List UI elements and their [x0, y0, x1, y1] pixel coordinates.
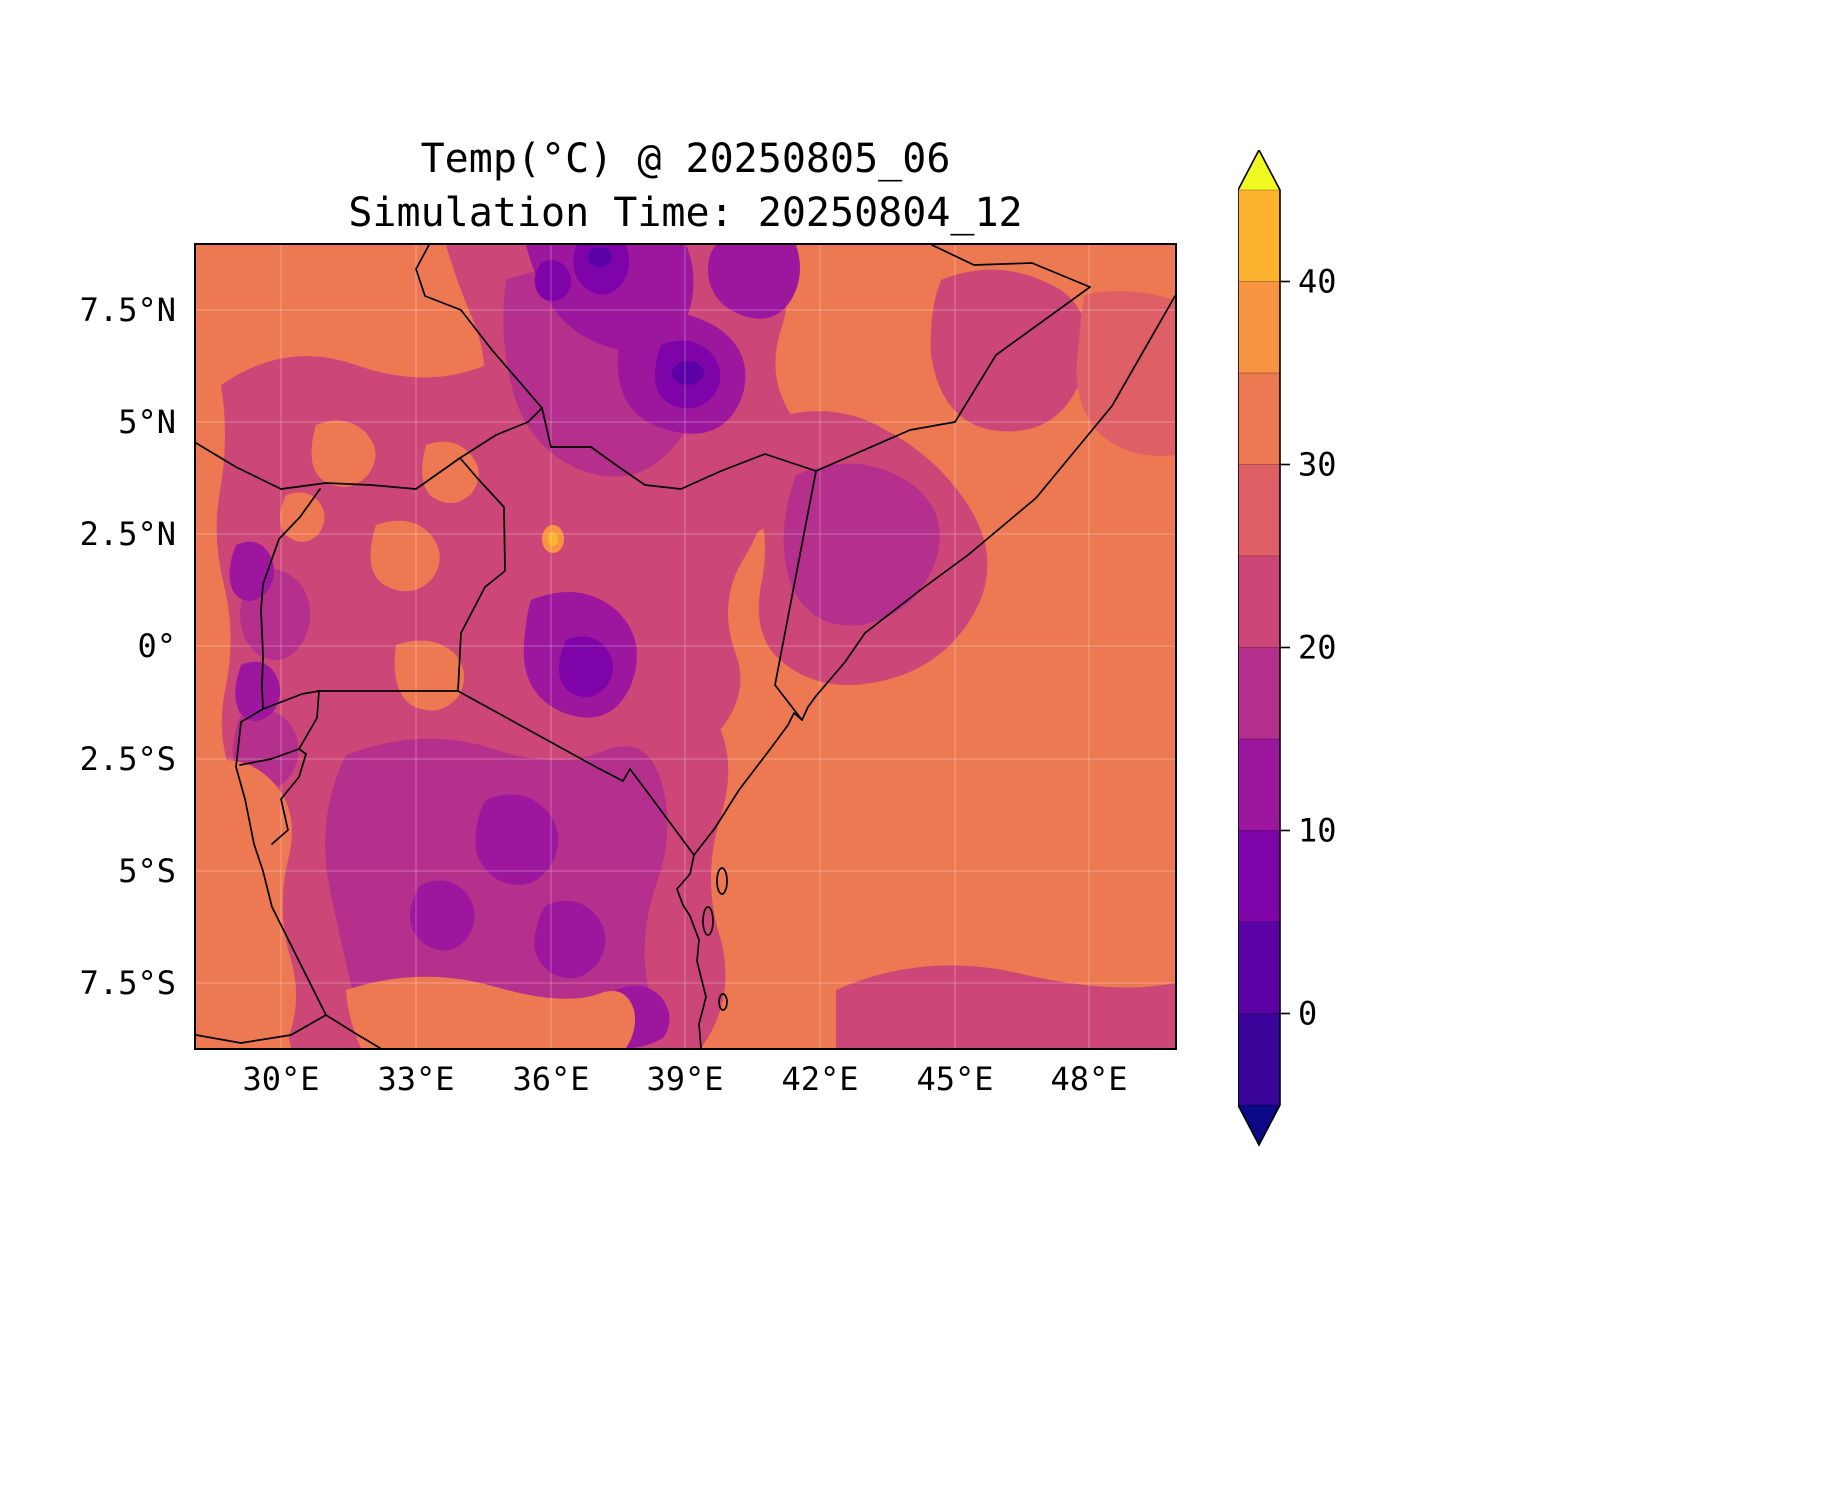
temp-field-salmon-hole2: [370, 520, 440, 592]
colorbar-seg-m5-0: [1238, 1013, 1280, 1105]
x-tick-label: 36°E: [512, 1060, 590, 1098]
temp-field-pinkred-ocean-ne: [1076, 291, 1175, 456]
colorbar-seg-0-5: [1238, 922, 1280, 1014]
zanzibar-island: [702, 906, 714, 936]
x-tick-label: 30°E: [242, 1060, 320, 1098]
colorbar-ticks: [1280, 280, 1290, 1015]
y-tick-label: 5°S: [118, 852, 176, 890]
temp-field-salmon-hole4: [422, 441, 479, 504]
temp-field-salmon-hole3: [280, 492, 325, 542]
colorbar-tick-label: 40: [1298, 263, 1337, 301]
temp-field-deepviolet2: [588, 247, 612, 267]
temp-field-salmon-bottom-left: [196, 760, 297, 1048]
y-tick-label: 2.5°S: [79, 740, 176, 778]
temp-field-violet-mt-kenya: [558, 636, 613, 698]
border-rwanda-north: [262, 690, 320, 710]
x-tick-label: 33°E: [377, 1060, 455, 1098]
y-tick-label: 2.5°N: [79, 515, 176, 553]
graticule-gridlines: [196, 245, 1175, 1048]
colorbar-seg-10-15: [1238, 739, 1280, 831]
temp-field-salmon-left-strip: [196, 365, 221, 765]
x-tick-label: 39°E: [646, 1060, 724, 1098]
temp-field-violet-top2: [534, 260, 572, 302]
temp-field-purple-tz3: [410, 880, 475, 951]
border-rwanda-burundi-east: [271, 690, 320, 845]
colorbar-under-arrow: [1238, 1105, 1280, 1145]
colorbar-outline: [1238, 150, 1281, 1147]
temperature-map-svg: [196, 245, 1175, 1048]
colorbar-seg-35-40: [1238, 281, 1280, 373]
temp-field-pink-ocean-sw: [836, 965, 1175, 1048]
colorbar-seg-40-45: [1238, 190, 1280, 282]
colorbar-tick-label: 0: [1298, 995, 1317, 1033]
border-kenya-somalia: [774, 470, 817, 721]
temp-field-deepviolet1: [672, 361, 704, 385]
colorbar-tick-label: 10: [1298, 812, 1337, 850]
border-rwanda-burundi-internal: [239, 748, 300, 766]
colorbar-seg-15-20: [1238, 647, 1280, 739]
y-tick-label: 7.5°N: [79, 291, 176, 329]
x-tick-label: 42°E: [781, 1060, 859, 1098]
temp-field-purple-tz2: [534, 900, 606, 979]
temp-field-purple-tz1: [475, 794, 559, 885]
border-ethiopia-somalia: [815, 245, 1091, 472]
temp-field-hotspot-core: [548, 532, 558, 546]
colorbar-tick-label: 30: [1298, 446, 1337, 484]
temp-field-salmon-hole1: [311, 420, 376, 487]
border-kenya-tanzania: [318, 690, 695, 856]
border-south-sudan-uganda: [196, 407, 543, 490]
chart-title-line1: Temp(°C) @ 20250805_06: [420, 136, 951, 182]
map-plot: [194, 243, 1177, 1050]
colorbar-segment-lines: [1238, 189, 1280, 1106]
mafia-island: [718, 993, 728, 1011]
x-tick-label: 48°E: [1050, 1060, 1128, 1098]
temp-field-salmon-lake-victoria: [394, 640, 465, 711]
colorbar-seg-25-30: [1238, 464, 1280, 556]
temp-field-purple-ethiopia-top2: [707, 245, 800, 319]
chart-title-line2: Simulation Time: 20250804_12: [348, 190, 1023, 236]
y-tick-label: 0°: [137, 627, 176, 665]
temp-field-salmon-bottom-band: [346, 976, 635, 1048]
border-ethiopia-kenya: [541, 407, 817, 490]
border-drc-uganda-rwanda-burundi: [235, 488, 381, 1048]
colorbar: 40 30 20 10 0: [1238, 150, 1337, 1147]
temp-field-pink-somalia-ne: [930, 269, 1088, 432]
y-tick-label: 5°N: [118, 403, 176, 441]
colorbar-tick-label: 20: [1298, 629, 1337, 667]
border-uganda-kenya: [457, 457, 506, 692]
colorbar-seg-30-35: [1238, 373, 1280, 465]
chart-title: Temp(°C) @ 20250805_06 Simulation Time: …: [196, 132, 1175, 240]
coastline: [676, 295, 1175, 1048]
colorbar-seg-5-10: [1238, 830, 1280, 922]
temp-field-violet-top: [573, 245, 630, 295]
colorbar-over-arrow: [1238, 150, 1280, 190]
x-tick-label: 45°E: [916, 1060, 994, 1098]
y-tick-label: 7.5°S: [79, 964, 176, 1002]
border-drc-zambia: [196, 1014, 327, 1044]
border-ethiopia-south-sudan: [415, 245, 543, 409]
colorbar-seg-20-25: [1238, 556, 1280, 648]
temp-field-magenta-ne-kenya: [783, 463, 940, 626]
pemba-island: [716, 867, 728, 895]
country-borders: [196, 245, 1175, 1048]
